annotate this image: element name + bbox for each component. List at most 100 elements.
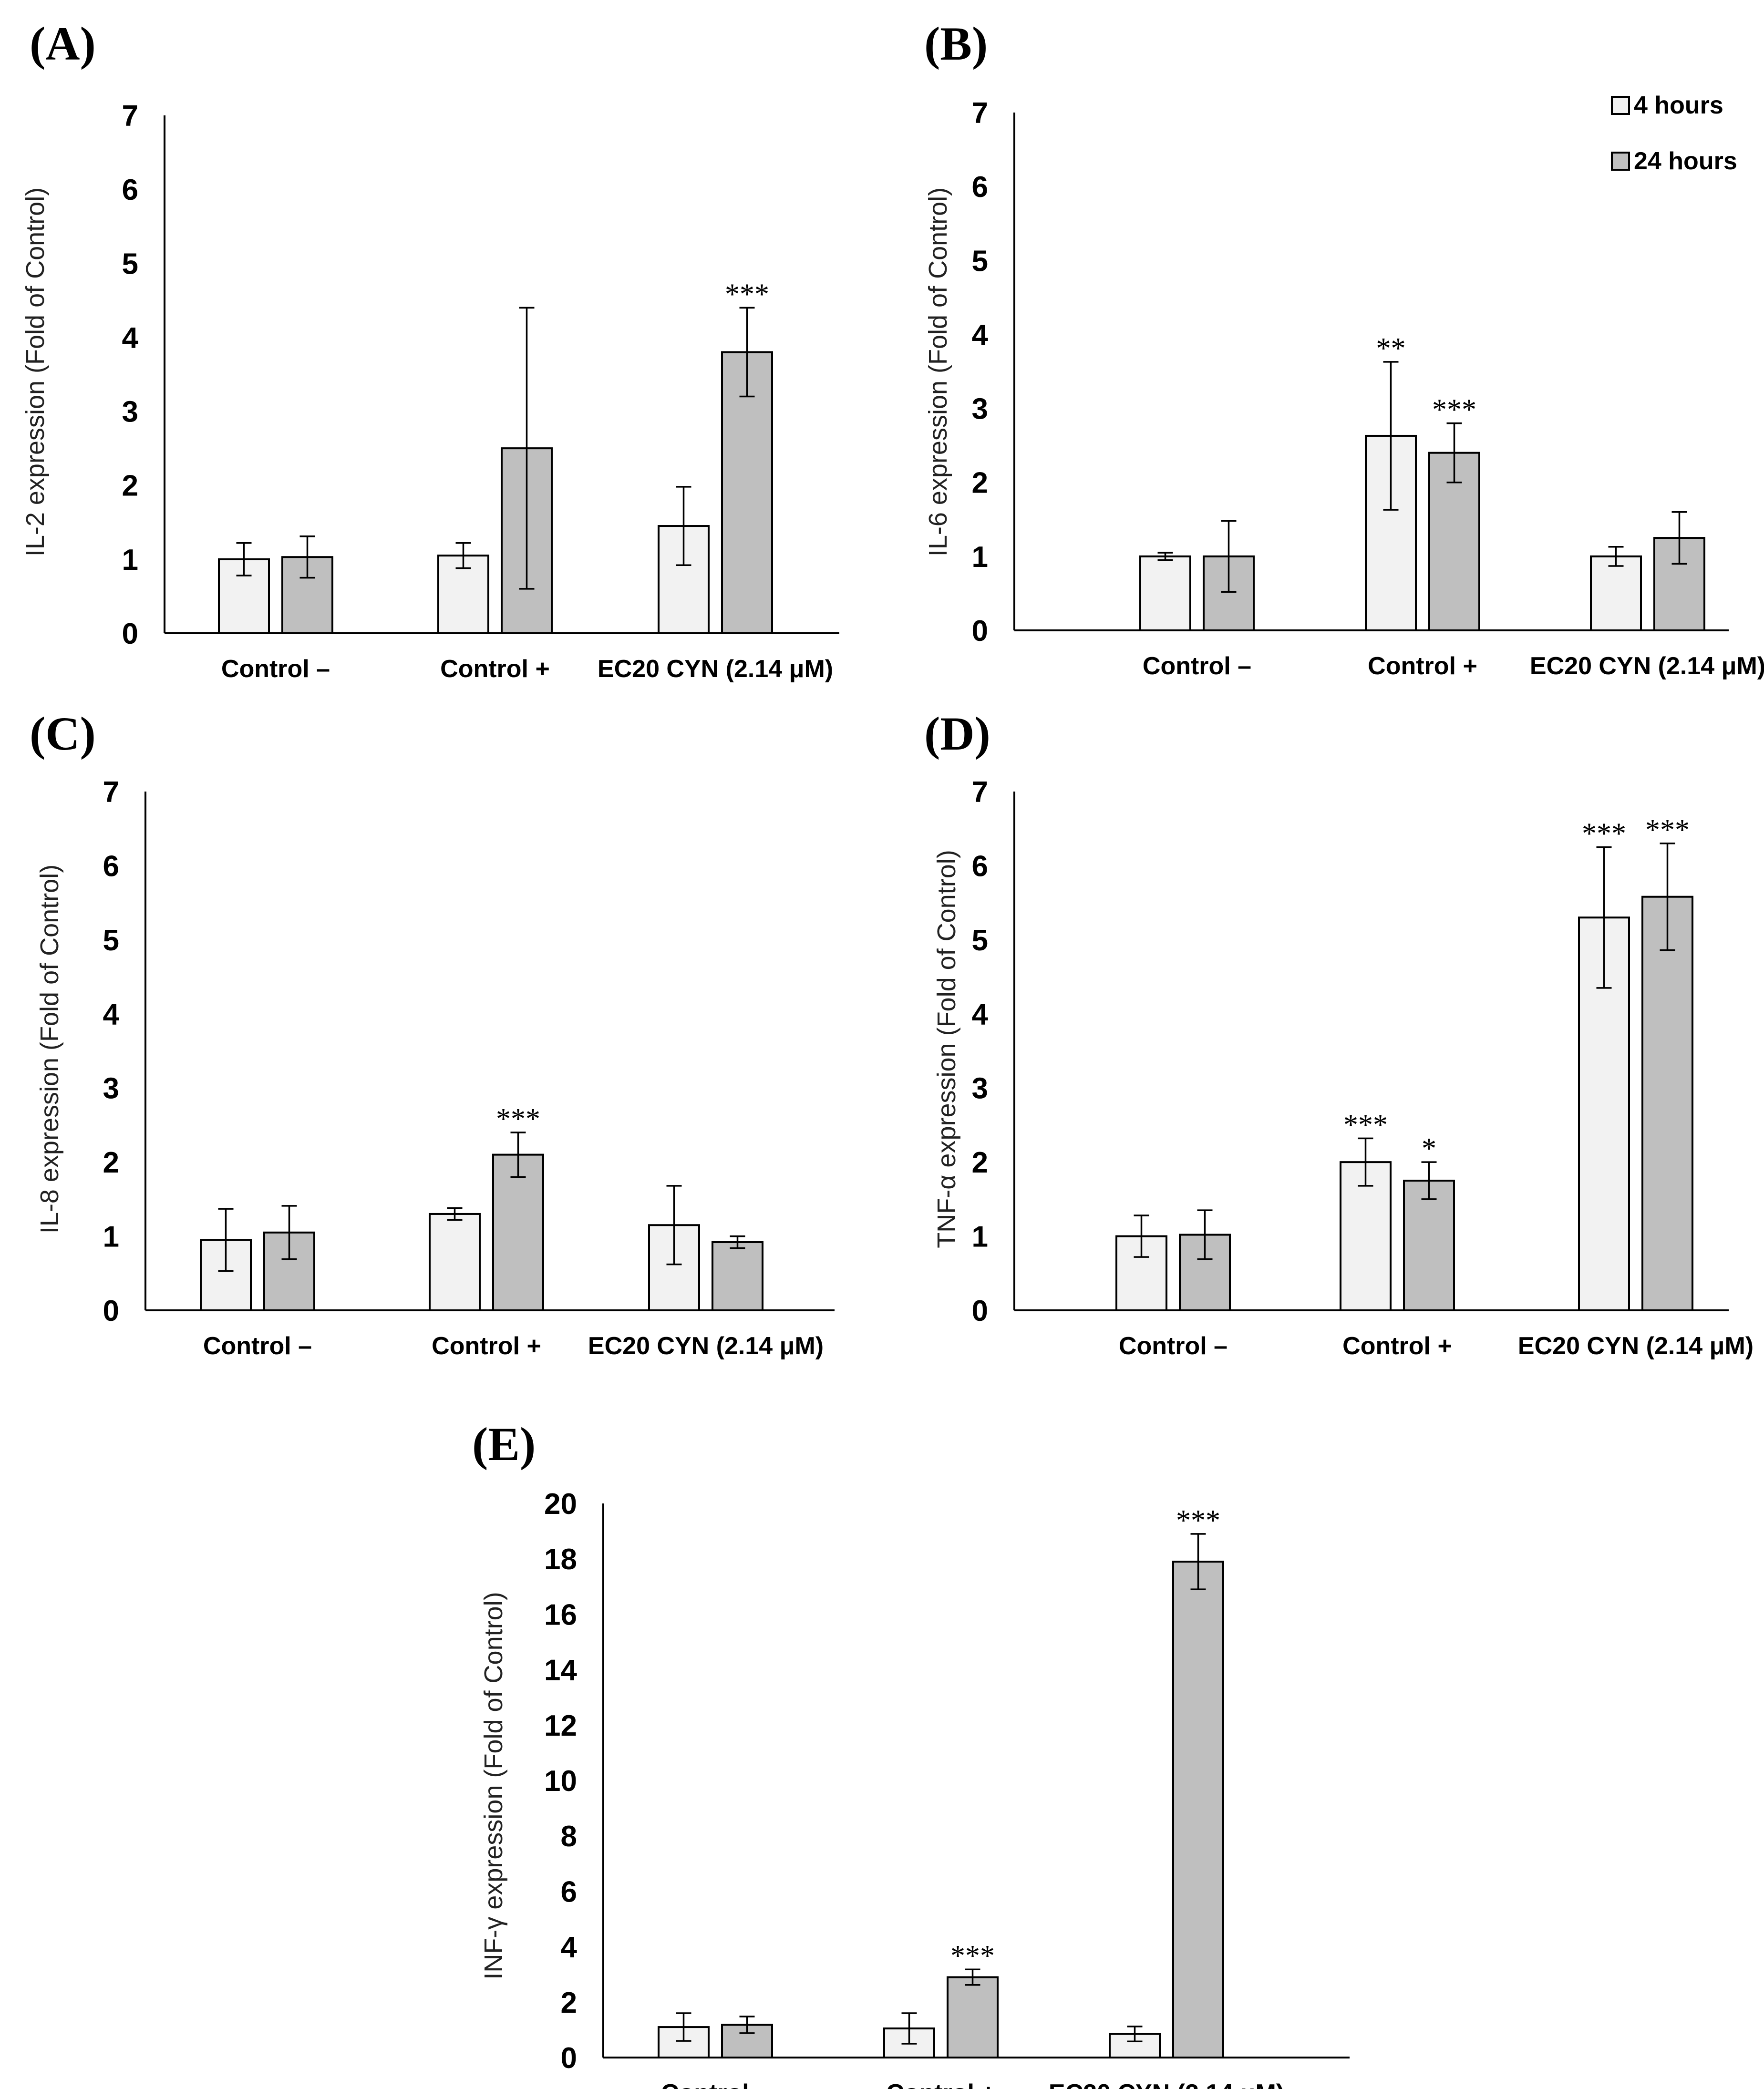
bar-24-hours bbox=[721, 351, 773, 634]
y-tick-label: 1 bbox=[972, 541, 988, 574]
y-tick-label: 4 bbox=[972, 998, 989, 1031]
y-axis-title: IL-8 expression (Fold of Control) bbox=[35, 864, 64, 1234]
significance-mark: *** bbox=[496, 1103, 540, 1135]
y-tick-label: 3 bbox=[122, 396, 138, 429]
y-tick-label: 1 bbox=[122, 544, 138, 576]
significance-mark: *** bbox=[1645, 814, 1690, 846]
y-axis-title: IL-2 expression (Fold of Control) bbox=[21, 187, 50, 556]
y-tick-label: 6 bbox=[972, 850, 988, 883]
bar-24-hours bbox=[492, 1153, 544, 1312]
y-tick-label: 0 bbox=[972, 1295, 988, 1327]
x-category-label: EC20 CYN (2.14 μM) bbox=[588, 1332, 824, 1360]
y-tick-label: 3 bbox=[972, 393, 988, 426]
y-tick-label: 4 bbox=[122, 321, 139, 354]
y-axis-title: TNF-α expression (Fold of Control) bbox=[932, 850, 961, 1248]
legend-swatch-4h bbox=[1611, 96, 1630, 115]
y-tick-label: 20 bbox=[544, 1488, 577, 1521]
significance-mark: *** bbox=[1432, 394, 1476, 426]
chart-panel-1: (A) 0 1 2 3 4 5 6 7 IL-2 expression (Fold of Cont… bbox=[21, 17, 839, 683]
y-tick-label: 2 bbox=[972, 1146, 988, 1179]
y-tick-label: 6 bbox=[122, 174, 138, 206]
bar-4-hours bbox=[437, 555, 489, 634]
significance-mark: *** bbox=[1176, 1504, 1220, 1537]
y-tick-label: 4 bbox=[561, 1931, 578, 1964]
bar-24-hours bbox=[1403, 1180, 1455, 1311]
y-tick-label: 6 bbox=[561, 1875, 577, 1908]
y-tick-label: 2 bbox=[561, 1986, 577, 2019]
x-category-label: Control – bbox=[1143, 652, 1251, 680]
panel-label: (E) bbox=[472, 1418, 536, 1471]
bar-4-hours bbox=[429, 1213, 481, 1312]
bar-24-hours bbox=[1172, 1561, 1224, 2058]
significance-mark: *** bbox=[1343, 1109, 1388, 1141]
chart-panel-2: (B) 0 1 2 3 4 5 6 7 IL-6 expression (Fold of Cont… bbox=[924, 17, 1764, 680]
y-tick-label: 0 bbox=[561, 2042, 577, 2075]
significance-mark: ** bbox=[1376, 332, 1406, 365]
y-tick-label: 3 bbox=[972, 1072, 988, 1105]
x-category-label: Control – bbox=[661, 2079, 770, 2089]
y-tick-label: 5 bbox=[972, 924, 988, 957]
panel-label: (B) bbox=[924, 17, 988, 70]
x-category-label: Control – bbox=[203, 1332, 312, 1360]
significance-mark: *** bbox=[950, 1940, 995, 1972]
x-category-label: Control + bbox=[1368, 652, 1477, 680]
x-category-label: EC20 CYN (2.14 μM) bbox=[598, 655, 833, 683]
y-tick-label: 8 bbox=[561, 1820, 577, 1853]
y-tick-label: 0 bbox=[122, 617, 138, 650]
legend-label-4h: 4 hours bbox=[1634, 92, 1723, 119]
x-category-label: Control – bbox=[1119, 1332, 1228, 1360]
y-tick-label: 4 bbox=[103, 998, 120, 1031]
x-category-label: EC20 CYN (2.14 μM) bbox=[1518, 1332, 1754, 1360]
y-tick-label: 14 bbox=[544, 1654, 577, 1687]
y-tick-label: 2 bbox=[122, 470, 138, 503]
y-tick-label: 6 bbox=[103, 850, 119, 883]
y-tick-label: 1 bbox=[103, 1221, 119, 1254]
y-tick-label: 3 bbox=[103, 1072, 119, 1105]
y-tick-label: 2 bbox=[103, 1146, 119, 1179]
legend-label-24h: 24 hours bbox=[1634, 147, 1737, 175]
y-tick-label: 1 bbox=[972, 1221, 988, 1254]
x-category-label: Control + bbox=[886, 2079, 996, 2089]
panel-label: (D) bbox=[924, 707, 990, 760]
y-tick-label: 5 bbox=[122, 247, 138, 280]
significance-mark: * bbox=[1422, 1132, 1436, 1165]
y-axis-title: INF-γ expression (Fold of Control) bbox=[479, 1592, 508, 1979]
y-tick-label: 7 bbox=[972, 776, 988, 809]
x-category-label: Control + bbox=[1342, 1332, 1452, 1360]
bar-24-hours bbox=[947, 1976, 999, 2058]
y-tick-label: 10 bbox=[544, 1765, 577, 1798]
y-tick-label: 0 bbox=[103, 1295, 119, 1327]
bar-4-hours bbox=[1590, 555, 1642, 632]
x-category-label: Control + bbox=[432, 1332, 541, 1360]
x-category-label: Control – bbox=[221, 655, 330, 683]
x-category-label: EC20 CYN (2.14 μM) bbox=[1049, 2079, 1284, 2089]
bar-24-hours bbox=[263, 1231, 315, 1312]
y-tick-label: 5 bbox=[103, 924, 119, 957]
chart-panel-3: (C) 0 1 2 3 4 5 6 7 IL-8 expression (Fold of Cont… bbox=[30, 707, 835, 1360]
y-tick-label: 5 bbox=[972, 245, 988, 278]
y-tick-label: 16 bbox=[544, 1598, 577, 1631]
x-category-label: EC20 CYN (2.14 μM) bbox=[1530, 652, 1764, 680]
panel-label: (A) bbox=[30, 17, 96, 70]
legend: 4 hours 24 hours bbox=[1611, 92, 1737, 175]
y-tick-label: 4 bbox=[972, 319, 989, 351]
y-tick-label: 2 bbox=[972, 467, 988, 500]
y-tick-label: 12 bbox=[544, 1709, 577, 1742]
y-tick-label: 0 bbox=[972, 615, 988, 648]
legend-swatch-24h bbox=[1611, 152, 1630, 171]
y-tick-label: 7 bbox=[972, 97, 988, 130]
y-tick-label: 7 bbox=[103, 776, 119, 809]
y-tick-label: 7 bbox=[122, 100, 138, 133]
y-tick-label: 6 bbox=[972, 171, 988, 204]
bar-24-hours bbox=[1641, 895, 1693, 1312]
significance-mark: *** bbox=[725, 278, 769, 310]
chart-panel-4: (D) 0 1 2 3 4 5 6 7 TNF-α expression (Fold of Con… bbox=[924, 707, 1754, 1360]
bar-4-hours bbox=[1139, 555, 1191, 632]
y-axis-title: IL-6 expression (Fold of Control) bbox=[924, 187, 952, 556]
y-tick-label: 18 bbox=[544, 1543, 577, 1576]
x-category-label: Control + bbox=[440, 655, 550, 683]
bar-24-hours bbox=[712, 1241, 763, 1311]
panel-label: (C) bbox=[30, 707, 96, 760]
